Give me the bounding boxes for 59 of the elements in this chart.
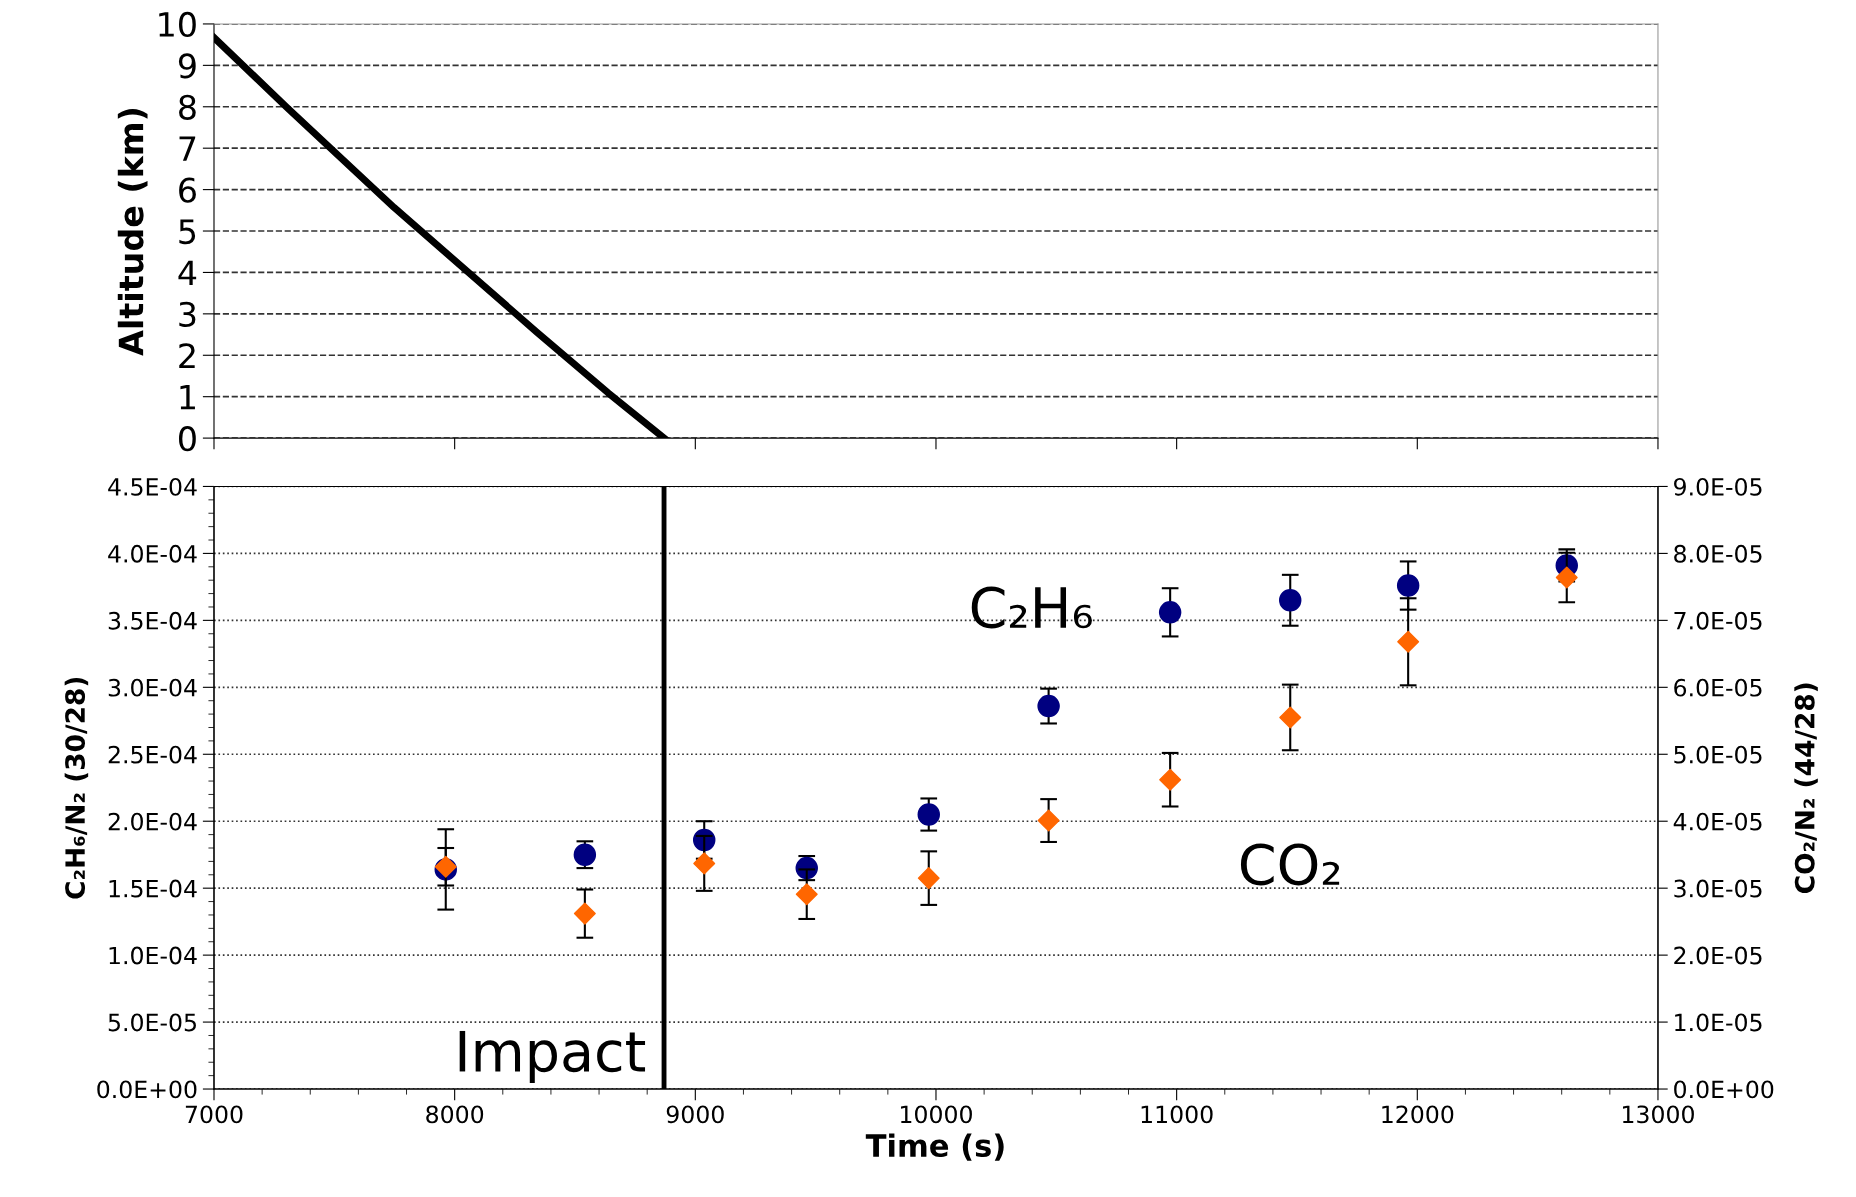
point: [1396, 574, 1420, 597]
series-label: C₂H₆: [971, 586, 1092, 629]
y-tick-label: 4: [178, 260, 197, 286]
y-tick-label: 10: [159, 11, 196, 38]
x-tick-label: 11000: [1141, 1105, 1213, 1124]
y-tick-label: 2: [179, 343, 195, 368]
y-tick-label: 3.5E-04: [108, 611, 197, 630]
point: [1555, 566, 1578, 589]
point: [917, 803, 940, 826]
point: [1279, 706, 1302, 729]
y2-tick-label: 1.0E-05: [1675, 1013, 1762, 1032]
point: [795, 883, 818, 906]
y2-tick-label: 4.0E-05: [1673, 812, 1762, 831]
y-tick-label: 2.0E-04: [108, 812, 197, 831]
point: [1279, 589, 1302, 612]
y2-tick-label: 0.0E+00: [1674, 1080, 1774, 1099]
y-tick-label: 2.5E-04: [108, 745, 197, 764]
y-tick-label: 1.0E-04: [109, 946, 197, 965]
y2-tick-label: 7.0E-05: [1674, 611, 1762, 630]
y-tick-label: 1: [180, 385, 195, 410]
point: [693, 852, 716, 875]
x-tick-label: 7000: [185, 1105, 243, 1124]
y-tick-label: 3: [179, 301, 196, 327]
y2-tick-label: 8.0E-05: [1674, 544, 1762, 563]
y-tick-label: 1.5E-04: [109, 879, 197, 898]
y2-tick-label: 3.0E-05: [1674, 879, 1762, 898]
point: [917, 867, 940, 890]
y-tick-label: 9: [178, 53, 196, 79]
y2-tick-label: 5.0E-05: [1674, 745, 1762, 764]
point: [1159, 768, 1182, 791]
y-tick-label: 5.0E-05: [108, 1013, 196, 1032]
y-tick-label: 7: [179, 136, 196, 161]
x-axis-title: Time (s): [865, 1133, 1004, 1161]
y2-tick-label: 9.0E-05: [1674, 477, 1762, 496]
y-tick-label: 8: [179, 94, 196, 120]
y-tick-label: 6: [179, 177, 196, 203]
x-tick-label: 12000: [1382, 1105, 1454, 1124]
y-tick-label: 0: [179, 426, 196, 452]
point: [1158, 601, 1182, 624]
point: [1397, 630, 1420, 653]
y-axis-title: Altitude (km): [117, 109, 148, 356]
y-tick-label: 0.0E+00: [97, 1080, 197, 1099]
point: [1037, 809, 1060, 832]
x-tick-label: 9000: [666, 1105, 724, 1124]
y2-tick-label: 6.0E-05: [1674, 678, 1762, 697]
y2-axis-title: CO₂/N₂ (44/28): [1794, 683, 1818, 893]
series-label: CO₂: [1240, 843, 1340, 886]
y-tick-label: 4.5E-04: [108, 477, 197, 496]
x-tick-label: 10000: [901, 1105, 972, 1124]
x-tick-label: 13000: [1623, 1105, 1694, 1124]
x-tick-label: 8000: [426, 1105, 484, 1124]
y-tick-label: 3.0E-04: [108, 678, 197, 697]
point: [1037, 694, 1060, 718]
y-axis-title: C₂H₆/N₂ (30/28): [64, 677, 89, 899]
y2-tick-label: 2.0E-05: [1674, 946, 1762, 965]
point: [573, 902, 596, 925]
y-tick-label: 4.0E-04: [108, 544, 197, 563]
ref-line-label: Impact: [459, 1030, 646, 1083]
y-tick-label: 5: [179, 219, 196, 245]
